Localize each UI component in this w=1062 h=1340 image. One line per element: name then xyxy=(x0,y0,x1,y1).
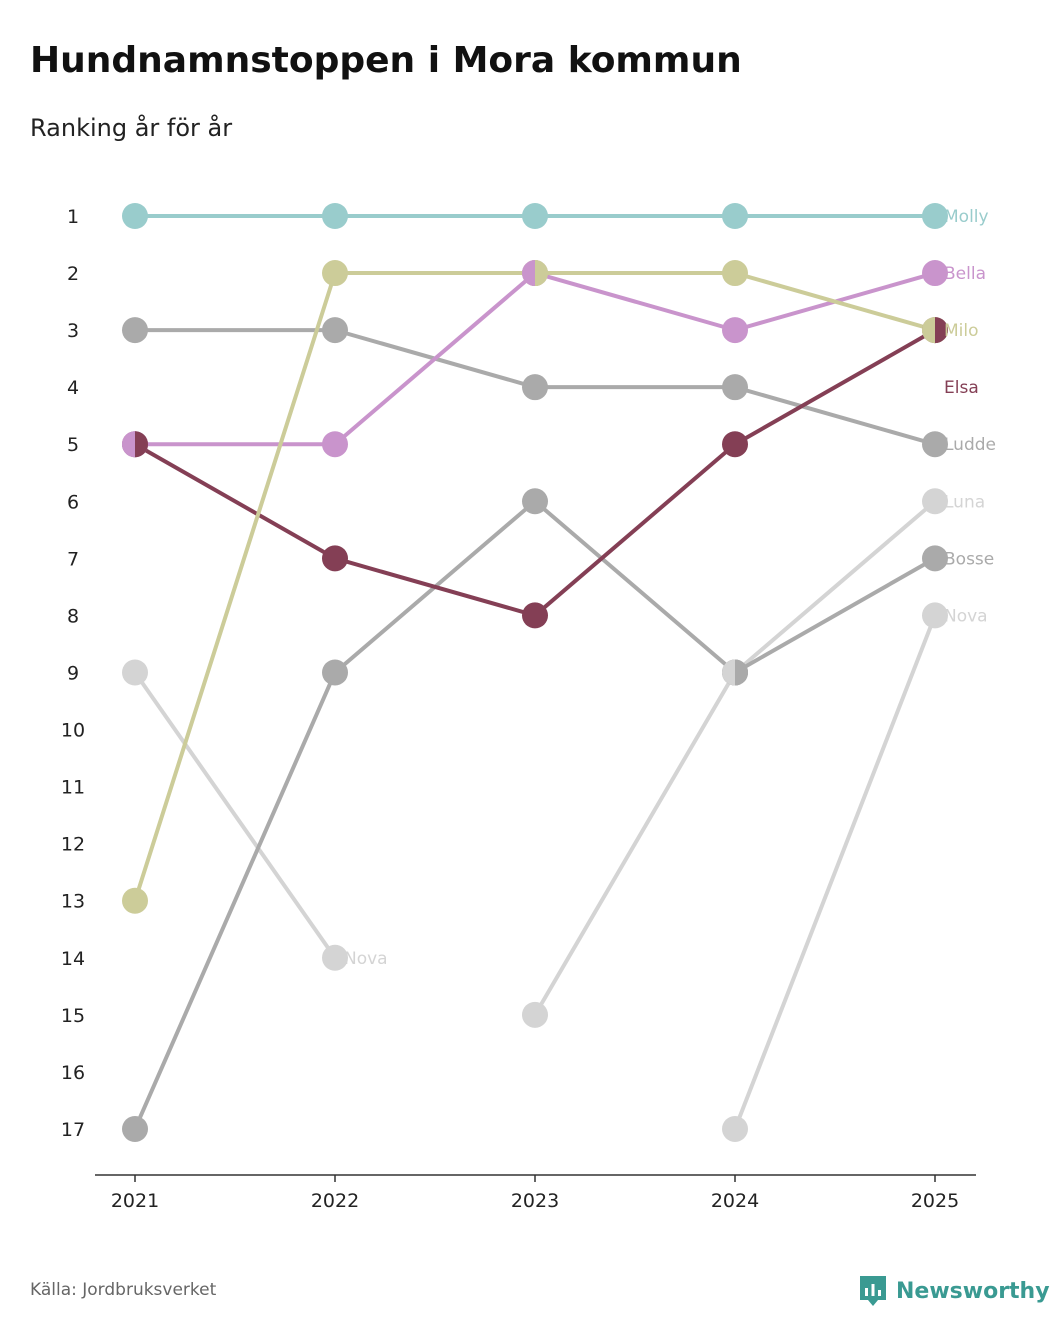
series-label-elsa: Elsa xyxy=(944,378,979,398)
series-line-luna xyxy=(533,499,937,1016)
series-label-bosse: Bosse xyxy=(944,549,994,569)
point-bella xyxy=(922,260,948,287)
point-ludde xyxy=(122,317,148,344)
brand-name: Newsworthy xyxy=(896,1278,1050,1304)
series-line-nova xyxy=(733,614,937,1130)
split-point-right xyxy=(935,317,949,344)
split-point-left xyxy=(922,317,935,344)
series-label-molly: Molly xyxy=(944,207,989,227)
point-elsa xyxy=(322,545,348,572)
series-label-luna: Luna xyxy=(944,492,985,512)
series-line-nova xyxy=(133,671,337,959)
x-tick-label: 2025 xyxy=(911,1190,959,1212)
y-tick-label: 1 xyxy=(67,206,79,228)
y-tick-label: 14 xyxy=(61,948,85,970)
point-bella xyxy=(322,431,348,458)
chart-subtitle: Ranking år för år xyxy=(30,114,233,142)
y-tick-label: 3 xyxy=(67,320,79,342)
series-label-milo: Milo xyxy=(944,321,979,341)
y-tick-label: 6 xyxy=(67,491,79,513)
point-molly xyxy=(322,203,348,229)
series-label-nova: Nova xyxy=(944,606,988,626)
series-label-bella: Bella xyxy=(944,264,986,284)
series-line-milo xyxy=(133,271,936,902)
chart-title: Hundnamnstoppen i Mora kommun xyxy=(30,40,742,81)
series-line-bosse xyxy=(734,556,936,675)
y-tick-label: 13 xyxy=(61,891,85,913)
split-point-left xyxy=(522,260,535,287)
point-bella xyxy=(722,317,748,344)
point-luna xyxy=(522,1001,548,1028)
point-milo xyxy=(322,260,348,287)
y-tick-label: 8 xyxy=(67,605,79,627)
point-luna xyxy=(922,488,948,515)
point-nova xyxy=(722,1115,748,1142)
y-tick-label: 4 xyxy=(67,377,79,399)
x-tick-label: 2021 xyxy=(111,1190,159,1212)
x-tick-label: 2024 xyxy=(711,1190,759,1212)
y-tick-label: 9 xyxy=(67,662,79,684)
split-point-right xyxy=(135,431,148,458)
series-label-ludde: Ludde xyxy=(944,435,996,455)
point-nova xyxy=(322,944,348,971)
split-point-left xyxy=(722,659,735,686)
y-tick-label: 15 xyxy=(61,1005,85,1027)
point-milo xyxy=(122,887,148,914)
point-elsa xyxy=(722,431,748,458)
point-ludde xyxy=(722,374,748,401)
series-line-bella xyxy=(135,271,936,447)
point-ludde xyxy=(522,374,548,401)
point-nova xyxy=(122,659,148,686)
y-tick-label: 2 xyxy=(67,263,79,285)
split-point-left xyxy=(122,431,135,458)
point-okänd xyxy=(322,659,348,686)
point-molly xyxy=(122,203,148,229)
split-point-right xyxy=(735,659,748,686)
y-tick-label: 11 xyxy=(61,777,85,799)
y-tick-label: 16 xyxy=(61,1062,85,1084)
point-ludde xyxy=(322,317,348,344)
series-line-elsa xyxy=(134,328,936,618)
brand: Newsworthy xyxy=(858,1274,1050,1308)
series-end-labels: Nova Luna Bosse Nova Ludde Elsa Bella Milo Molly xyxy=(344,207,996,969)
x-tick-label: 2022 xyxy=(311,1190,359,1212)
series-label-nova: Nova xyxy=(344,949,388,969)
point-bosse xyxy=(922,545,948,572)
point-molly xyxy=(922,203,948,229)
series-lines xyxy=(133,214,937,1130)
y-tick-label: 10 xyxy=(61,720,85,742)
point-okänd xyxy=(122,1115,148,1142)
y-tick-label: 5 xyxy=(67,434,79,456)
source-note: Källa: Jordbruksverket xyxy=(30,1280,217,1300)
series-line-okänd xyxy=(133,499,737,1130)
split-point-right xyxy=(535,260,548,287)
x-axis: 2021 2022 2023 2024 2025 xyxy=(95,1174,976,1212)
point-milo xyxy=(722,260,748,287)
point-molly xyxy=(722,203,748,229)
y-tick-label: 7 xyxy=(67,548,79,570)
x-tick-label: 2023 xyxy=(511,1190,559,1212)
y-tick-label: 12 xyxy=(61,834,85,856)
point-ludde xyxy=(922,431,948,458)
point-nova xyxy=(922,602,948,629)
series-markers xyxy=(122,203,949,1142)
y-tick-label: 17 xyxy=(61,1119,85,1141)
newsworthy-logo-icon xyxy=(860,1276,886,1306)
point-elsa xyxy=(522,602,548,629)
point-molly xyxy=(522,203,548,229)
point-okänd xyxy=(522,488,548,515)
